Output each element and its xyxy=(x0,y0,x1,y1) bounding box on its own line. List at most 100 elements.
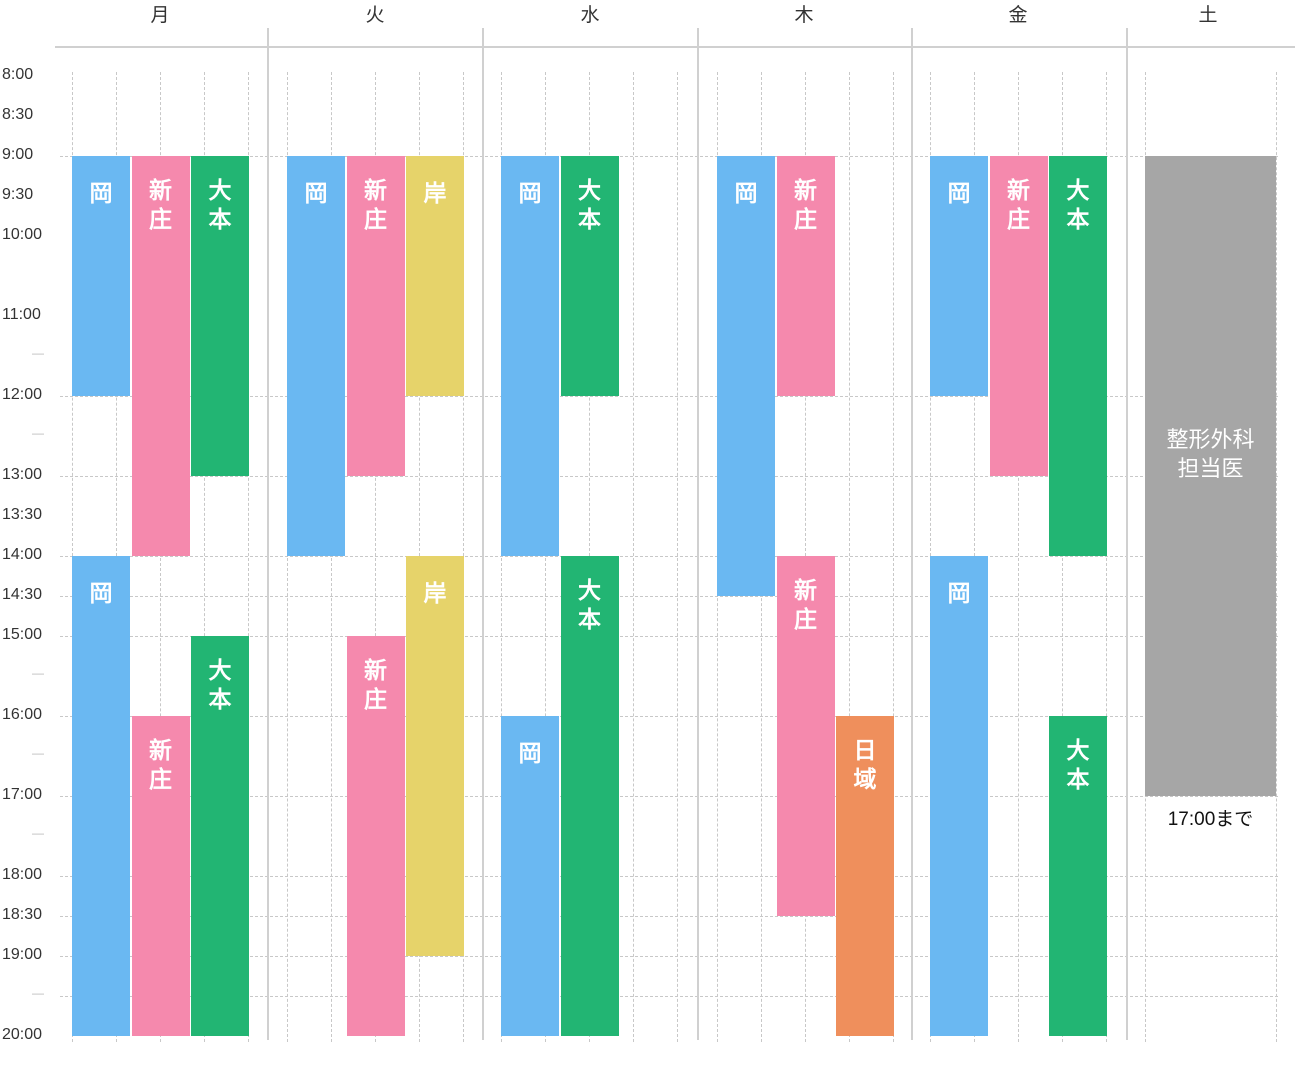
time-label: 11:00 xyxy=(2,306,41,323)
day-header: 火 xyxy=(365,4,385,26)
grid-vline xyxy=(893,72,894,1042)
shift-name-char: 本 xyxy=(1066,767,1090,793)
shift-bar-岡: 岡 xyxy=(717,156,775,596)
shift-name-char: 日 xyxy=(853,738,877,764)
shift-name-char: 新 xyxy=(1007,178,1030,204)
shift-bar-岡: 岡 xyxy=(501,156,559,556)
shift-bar-岸: 岸 xyxy=(406,556,464,956)
shift-name-char: 庄 xyxy=(794,607,817,633)
shift-name-char: 本 xyxy=(1066,207,1090,233)
shift-name-char: 大 xyxy=(578,578,601,604)
time-label: 20:00 xyxy=(2,1026,43,1043)
time-label: 16:00 xyxy=(2,706,43,723)
time-label: — xyxy=(32,426,44,440)
shift-name-char: 大 xyxy=(1066,738,1090,764)
day-divider xyxy=(267,28,269,1040)
shift-name-char: 新 xyxy=(149,178,172,204)
shift-bar-岡: 岡 xyxy=(72,156,130,396)
grid-vline xyxy=(1106,72,1107,1042)
shift-bar-岡: 岡 xyxy=(930,156,988,396)
grid-vline xyxy=(375,72,376,1042)
shift-bar-新庄: 新庄 xyxy=(131,716,190,1036)
shift-bar-岡: 岡 xyxy=(72,556,130,1036)
grid-hline xyxy=(60,476,1278,477)
shift-name-char: 庄 xyxy=(364,687,387,713)
shift-name-char: 大 xyxy=(208,178,232,204)
shift-name-char: 岡 xyxy=(947,581,971,607)
time-label: 15:00 xyxy=(2,626,43,643)
day-header: 土 xyxy=(1198,4,1218,26)
grid-vline xyxy=(545,72,546,1042)
shift-name-char: 庄 xyxy=(149,207,172,233)
time-label: 14:00 xyxy=(2,546,43,563)
grid-vline xyxy=(633,72,634,1042)
day-divider xyxy=(482,28,484,1040)
shift-bar-大本: 大本 xyxy=(560,556,619,1036)
shift-name-char: 庄 xyxy=(149,767,172,793)
shift-name-char: 本 xyxy=(208,687,232,713)
shift-name-char: 新 xyxy=(794,178,817,204)
shift-name-char: 庄 xyxy=(364,207,387,233)
shift-name-char: 岡 xyxy=(304,181,328,207)
shift-name-char: 本 xyxy=(578,607,601,633)
time-label: 18:00 xyxy=(2,866,43,883)
shift-name-char: 大 xyxy=(1066,178,1090,204)
shift-name-char: 岸 xyxy=(423,181,447,207)
grid-vline xyxy=(1018,72,1019,1042)
time-label: 17:00 xyxy=(2,786,43,803)
grid-hline xyxy=(60,916,1278,917)
time-label: — xyxy=(32,666,44,680)
day-header: 金 xyxy=(1008,4,1028,26)
grid-vline xyxy=(248,72,249,1042)
time-label: 14:30 xyxy=(2,586,43,603)
time-label: 8:00 xyxy=(2,66,34,83)
grid-vline xyxy=(331,72,332,1042)
saturday-label-line2: 担当医 xyxy=(1177,457,1244,482)
shift-name-char: 本 xyxy=(578,207,601,233)
shift-name-char: 大 xyxy=(208,658,232,684)
grid-vline xyxy=(849,72,850,1042)
grid-vline xyxy=(160,72,161,1042)
shift-name-char: 岸 xyxy=(423,581,447,607)
grid-vline xyxy=(1276,72,1277,1042)
shift-name-char: 域 xyxy=(853,767,877,793)
grid-vline xyxy=(204,72,205,1042)
saturday-block: 整形外科 担当医 xyxy=(1145,156,1276,796)
shift-bar-日域: 日域 xyxy=(836,716,894,1036)
time-label: 9:30 xyxy=(2,186,34,203)
shift-name-char: 庄 xyxy=(794,207,817,233)
grid-hline xyxy=(60,556,1278,557)
grid-hline xyxy=(60,796,1278,797)
grid-hline xyxy=(60,716,1278,717)
shift-bar-新庄: 新庄 xyxy=(346,156,405,476)
shift-name-char: 岡 xyxy=(518,741,542,767)
shift-name-char: 新 xyxy=(149,738,172,764)
shift-name-char: 岡 xyxy=(947,181,971,207)
grid-vline xyxy=(677,72,678,1042)
time-label: 13:00 xyxy=(2,466,43,483)
shift-name-char: 岡 xyxy=(518,181,542,207)
shift-bar-新庄: 新庄 xyxy=(776,156,835,396)
time-label: 9:00 xyxy=(2,146,34,163)
shift-name-char: 新 xyxy=(794,578,817,604)
shift-bar-大本: 大本 xyxy=(560,156,619,396)
time-label: 18:30 xyxy=(2,906,43,923)
shift-bar-大本: 大本 xyxy=(191,156,249,476)
grid-hline xyxy=(60,636,1278,637)
shift-bar-大本: 大本 xyxy=(191,636,249,1036)
time-label: — xyxy=(32,826,44,840)
day-header: 木 xyxy=(794,4,814,26)
time-label: — xyxy=(32,346,44,360)
grid-hline xyxy=(60,396,1278,397)
shift-name-char: 大 xyxy=(578,178,601,204)
shift-bar-新庄: 新庄 xyxy=(776,556,835,916)
time-label: — xyxy=(32,746,44,760)
shift-name-char: 庄 xyxy=(1007,207,1030,233)
shift-bar-新庄: 新庄 xyxy=(131,156,190,556)
shift-bar-新庄: 新庄 xyxy=(346,636,405,1036)
time-label: 13:30 xyxy=(2,506,43,523)
shift-name-char: 岡 xyxy=(89,581,113,607)
saturday-label-line1: 整形外科 xyxy=(1166,428,1255,453)
shift-bar-岡: 岡 xyxy=(930,556,988,1036)
time-label: — xyxy=(32,986,44,1000)
